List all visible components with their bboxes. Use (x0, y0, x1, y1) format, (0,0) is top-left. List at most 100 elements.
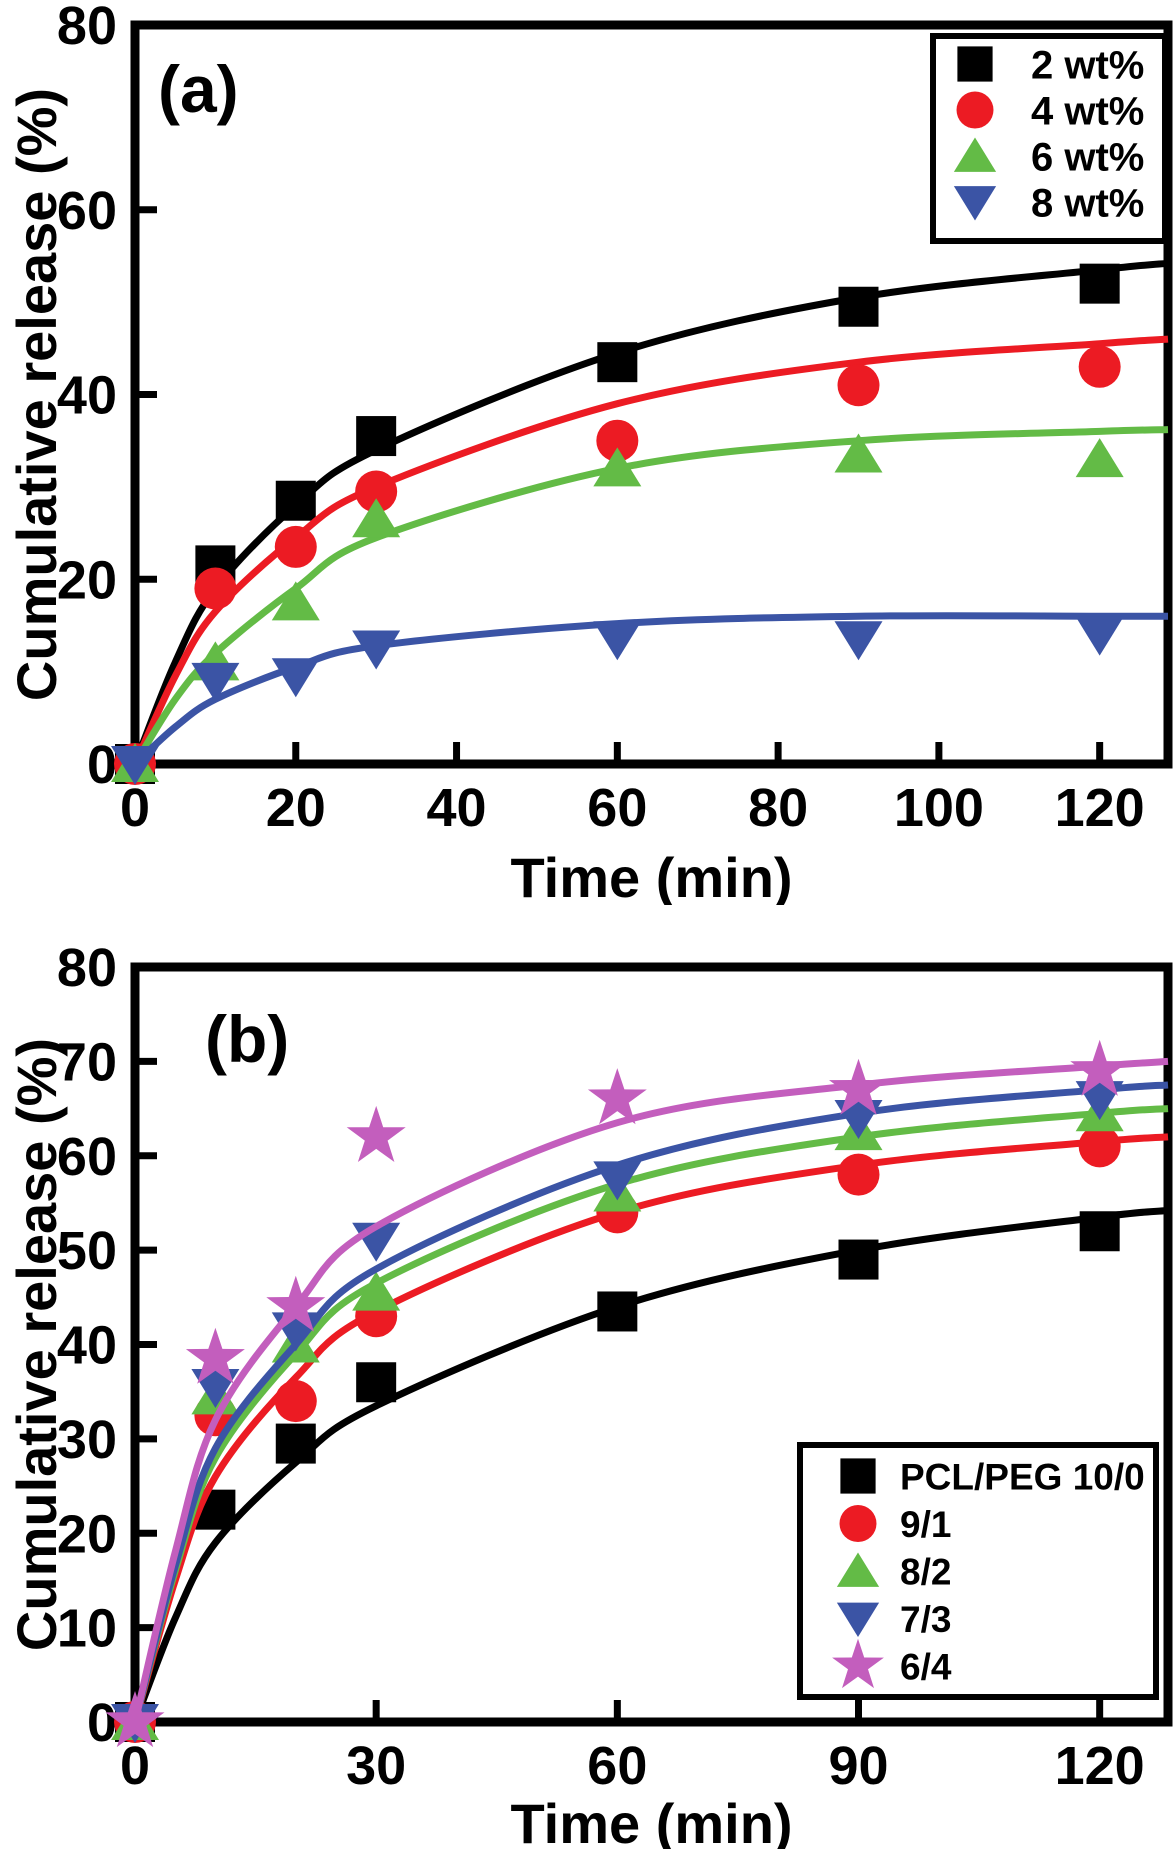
legend-item: 8 wt% (953, 181, 1144, 225)
marker-triangle-down (953, 186, 997, 221)
legend-item: 9/1 (839, 1504, 951, 1545)
marker-star (829, 1058, 888, 1115)
marker-triangle-up (1075, 438, 1124, 478)
y-tick-label: 0 (87, 1693, 117, 1753)
marker-triangle-up (271, 581, 320, 621)
marker-triangle-down (836, 1602, 880, 1637)
y-tick-label: 60 (57, 181, 117, 241)
y-tick-label: 80 (57, 938, 117, 998)
series-fit-curve (131, 1081, 1169, 1723)
x-axis-title: Time (min) (510, 1792, 792, 1849)
x-tick-label: 0 (120, 1736, 150, 1796)
marker-square (838, 1239, 879, 1280)
x-tick-label: 30 (346, 1736, 406, 1796)
x-tick-label: 120 (1055, 778, 1145, 838)
x-tick-label: 60 (587, 778, 647, 838)
series-8-wt- (111, 612, 1168, 785)
legend-item: 7/3 (836, 1599, 951, 1640)
series-6-4 (105, 1039, 1169, 1748)
marker-triangle-up (953, 137, 997, 172)
marker-square (597, 342, 638, 383)
y-axis-title: Cumulative release (%) (5, 1038, 68, 1651)
marker-star (266, 1275, 326, 1332)
chart-panel-a: 0 20 40 60 80 100 120 0 20 40 60 80 Time (min) Cumula… (0, 0, 1176, 905)
marker-triangle-down (352, 630, 401, 670)
series-6-wt- (111, 426, 1169, 782)
legend-item-label: 2 wt% (1031, 43, 1144, 87)
x-tick-label: 120 (1055, 1736, 1145, 1796)
legend-item-label: 4 wt% (1031, 89, 1144, 133)
y-tick-label: 70 (57, 1032, 117, 1092)
legend-item: PCL/PEG 10/0 (840, 1456, 1145, 1497)
marker-circle (1078, 345, 1121, 388)
marker-star (587, 1068, 647, 1125)
axis-ticks: 0 30 60 90 120 0 10 20 30 40 50 60 70 80 (57, 938, 1145, 1796)
y-tick-label: 10 (57, 1599, 117, 1659)
marker-star (346, 1105, 406, 1162)
marker-circle (596, 419, 639, 462)
legend-item: 8/2 (836, 1551, 951, 1592)
legend-item-label: PCL/PEG 10/0 (900, 1456, 1145, 1497)
series-fit-curve (131, 259, 1169, 766)
y-tick-label: 20 (57, 550, 117, 610)
marker-circle (837, 1153, 880, 1196)
legend: PCL/PEG 10/0 9/1 8/2 7/3 6/4 (797, 1442, 1159, 1700)
legend-item-label: 7/3 (900, 1599, 951, 1640)
axis-ticks: 0 20 40 60 80 100 120 0 20 40 60 80 (57, 0, 1145, 838)
marker-square (838, 286, 879, 327)
y-tick-label: 30 (57, 1410, 117, 1470)
legend-item: 2 wt% (957, 43, 1144, 87)
marker-triangle-down (593, 621, 642, 661)
marker-circle (1078, 1125, 1121, 1168)
marker-square (840, 1458, 876, 1494)
y-tick-label: 0 (87, 735, 117, 795)
marker-triangle-down (111, 746, 159, 785)
marker-square (275, 1423, 316, 1464)
legend: 2 wt%4 wt%6 wt%8 wt% (930, 33, 1168, 244)
series-fit-curve (131, 1057, 1169, 1723)
marker-star (185, 1327, 245, 1384)
x-tick-label: 20 (266, 778, 326, 838)
y-tick-label: 50 (57, 1221, 117, 1281)
x-tick-label: 60 (587, 1736, 647, 1796)
series-fit-curve (131, 335, 1169, 766)
x-tick-label: 80 (748, 778, 808, 838)
y-tick-label: 40 (57, 366, 117, 426)
marker-circle (839, 1505, 877, 1542)
series-fit-curve (131, 1207, 1169, 1724)
y-tick-label: 60 (57, 1127, 117, 1187)
marker-star (1070, 1039, 1130, 1096)
chart-panel-b: 0 30 60 90 120 0 10 20 30 40 50 60 70 80 Time (min) Cum… (0, 905, 1176, 1849)
legend-item-label: 6/4 (900, 1646, 952, 1687)
marker-circle (956, 91, 994, 129)
marker-triangle-down (1075, 616, 1124, 656)
marker-square (957, 46, 993, 82)
marker-triangle-up (836, 1552, 880, 1587)
legend-item-label: 6 wt% (1031, 135, 1144, 179)
legend-item: 4 wt% (956, 89, 1144, 133)
panel-label: (b) (205, 1002, 289, 1076)
series-fit-curve (132, 612, 1168, 767)
marker-triangle-down (593, 1161, 642, 1201)
marker-circle (837, 364, 880, 407)
marker-square (275, 480, 316, 521)
series-fit-curve (131, 1133, 1169, 1723)
marker-circle (194, 567, 237, 610)
marker-triangle-up (352, 1271, 401, 1311)
marker-circle (274, 1380, 317, 1423)
marker-triangle-down (271, 658, 320, 698)
legend-item-label: 8/2 (900, 1551, 951, 1592)
y-tick-label: 20 (57, 1504, 117, 1564)
marker-square (1079, 263, 1120, 304)
legend-item-label: 8 wt% (1031, 181, 1144, 225)
x-tick-label: 90 (828, 1736, 888, 1796)
marker-square (597, 1291, 638, 1332)
marker-star (832, 1638, 884, 1689)
y-axis-title: Cumulative release (%) (5, 88, 68, 701)
x-tick-label: 0 (120, 778, 150, 838)
marker-star (105, 1691, 165, 1748)
marker-square (356, 416, 397, 457)
marker-triangle-up (593, 447, 642, 487)
x-axis-title: Time (min) (510, 846, 792, 905)
